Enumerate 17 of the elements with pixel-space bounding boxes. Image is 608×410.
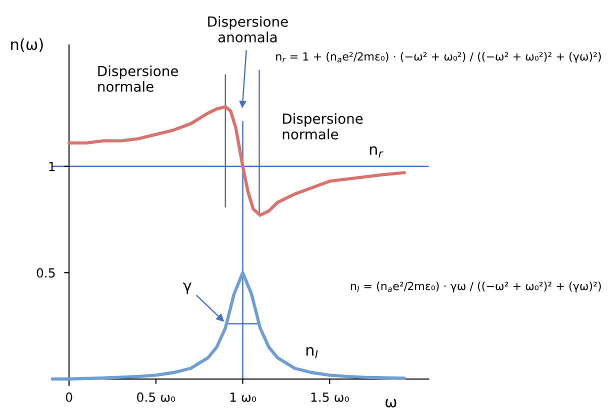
- annotation: n$_{I}$: [306, 347, 318, 358]
- x-axis-title: ω: [386, 398, 396, 408]
- annotation: γ: [183, 282, 192, 294]
- x-tick-label: 0: [66, 392, 72, 402]
- x-tick-label: 1 ω₀: [230, 392, 256, 402]
- x-tick-label: 1.5 ω₀: [311, 392, 349, 402]
- text: Dispersione anomala: [208, 16, 288, 42]
- annotation: n$_{r}$: [370, 146, 384, 158]
- y-tick-label: 0.5: [36, 268, 55, 278]
- y-tick-label: 1: [49, 162, 55, 172]
- annotation: n$_{I}$ = (n$_{a}$e²/2mε₀) · γω / ((−ω² + ω₀²)² + (γω)²): [350, 282, 601, 292]
- x-tick-label: 0.5 ω₀: [137, 392, 176, 402]
- annotation: Dispersione normale: [282, 113, 363, 140]
- line-series: [67, 105, 406, 217]
- annotation: n$_{r}$ = 1 + (n$_{a}$e²/2mε₀) · (−ω² + ω₀²) / ((−ω² + ω₀²)² + (γω)²): [276, 52, 601, 63]
- y-axis-title: n(ω): [11, 38, 43, 52]
- annotation: Dispersione normale: [98, 66, 178, 92]
